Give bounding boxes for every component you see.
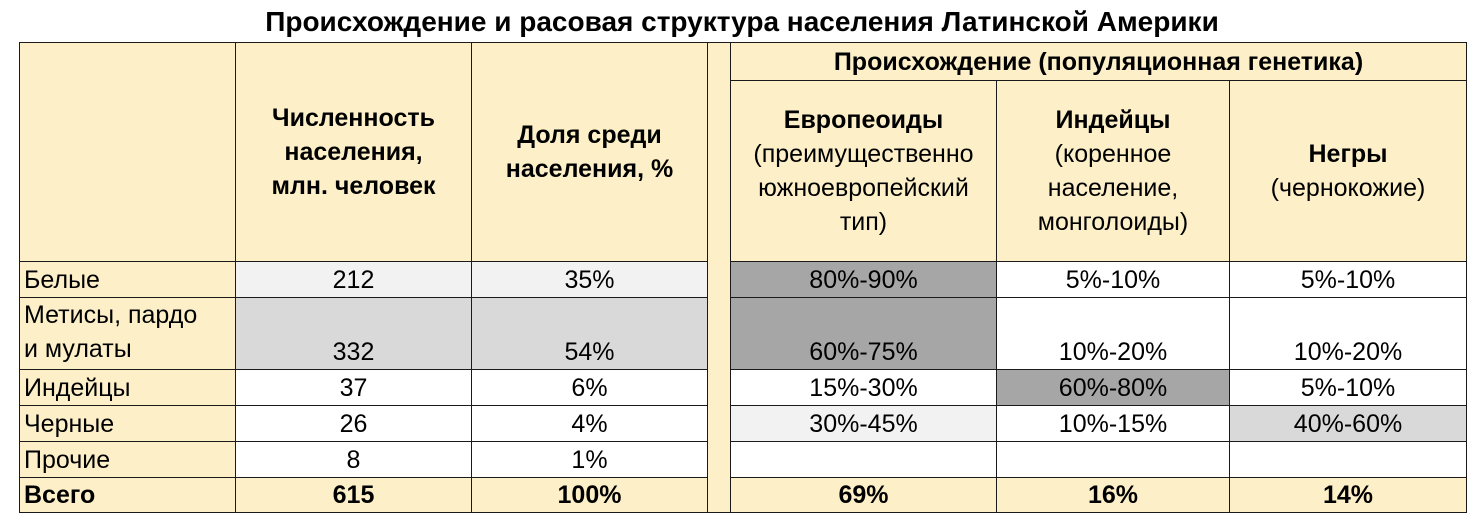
header-population: Численность населения, млн. человек: [235, 42, 472, 262]
europeans-cell: 60%-75%: [730, 297, 997, 370]
header-blacks-name: Негры: [1308, 140, 1388, 168]
header-indians-note: население,: [1047, 174, 1179, 202]
europeans-cell: 15%-30%: [730, 369, 997, 406]
header-europeans-note: южноевропейский: [758, 174, 969, 202]
row-label: Индейцы: [19, 369, 236, 406]
row-label: Прочие: [19, 441, 236, 478]
europeans-cell: [730, 441, 997, 478]
row-label-line: Метисы, пардо: [24, 301, 198, 329]
header-indians: Индейцы (коренное население, монголоиды): [996, 80, 1230, 262]
header-origin-group: Происхождение (популяционная генетика): [730, 42, 1467, 81]
header-indians-name: Индейцы: [1055, 106, 1171, 134]
share-cell: 1%: [471, 441, 708, 478]
indians-cell: [996, 441, 1230, 478]
share-cell: 54%: [471, 297, 708, 370]
total-label: Всего: [19, 477, 236, 513]
header-indians-note: монголоиды): [1037, 208, 1189, 236]
indians-cell: 5%-10%: [996, 261, 1230, 298]
header-europeans: Европеоиды (преимущественно южноевропейс…: [730, 80, 997, 262]
share-cell: 35%: [471, 261, 708, 298]
indians-cell: 10%-15%: [996, 405, 1230, 442]
header-europeans-note: тип): [839, 208, 888, 236]
row-label: Метисы, пардо и мулаты: [19, 297, 236, 370]
total-share: 100%: [471, 477, 708, 513]
header-indians-note: (коренное: [1054, 140, 1172, 168]
total-blacks: 14%: [1229, 477, 1467, 513]
header-europeans-note: (преимущественно: [753, 140, 974, 168]
population-cell: 212: [235, 261, 472, 298]
total-europeans: 69%: [730, 477, 997, 513]
indians-cell: 10%-20%: [996, 297, 1230, 370]
europeans-cell: 30%-45%: [730, 405, 997, 442]
header-europeans-name: Европеоиды: [783, 106, 944, 134]
europeans-cell: 80%-90%: [730, 261, 997, 298]
row-label: Белые: [19, 261, 236, 298]
indians-cell: 60%-80%: [996, 369, 1230, 406]
population-cell: 26: [235, 405, 472, 442]
population-cell: 332: [235, 297, 472, 370]
blacks-cell: 5%-10%: [1229, 369, 1467, 406]
blacks-cell: [1229, 441, 1467, 478]
share-cell: 4%: [471, 405, 708, 442]
population-cell: 8: [235, 441, 472, 478]
row-label: Черные: [19, 405, 236, 442]
total-population: 615: [235, 477, 472, 513]
gap-column: [707, 42, 731, 513]
blacks-cell: 5%-10%: [1229, 261, 1467, 298]
header-share: Доля среди населения, %: [471, 42, 708, 262]
population-cell: 37: [235, 369, 472, 406]
row-label-line: и мулаты: [24, 335, 132, 363]
share-cell: 6%: [471, 369, 708, 406]
total-indians: 16%: [996, 477, 1230, 513]
header-blacks: Негры (чернокожие): [1229, 80, 1467, 262]
header-corner: [19, 42, 236, 262]
table-title: Происхождение и расовая структура населе…: [265, 6, 1219, 37]
blacks-cell: 40%-60%: [1229, 405, 1467, 442]
blacks-cell: 10%-20%: [1229, 297, 1467, 370]
header-blacks-note: (чернокожие): [1270, 174, 1426, 202]
